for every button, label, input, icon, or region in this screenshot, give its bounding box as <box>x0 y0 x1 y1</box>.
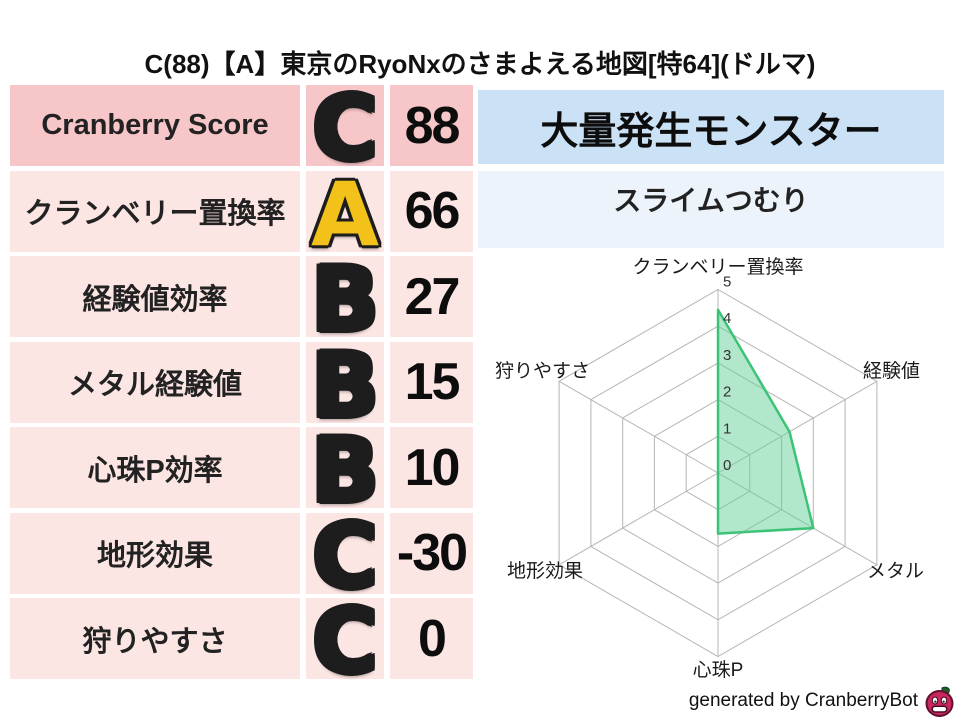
grade-cell: B <box>306 419 384 522</box>
score-value: 15 <box>390 341 473 423</box>
monster-name: スライムつむり <box>478 171 944 248</box>
grade-badge: B <box>311 333 379 437</box>
grade-cell: C <box>306 504 384 608</box>
grade-badge: B <box>311 419 379 522</box>
score-row-label: クランベリー置換率 <box>10 170 300 252</box>
grade-cell: B <box>306 248 384 351</box>
grade-badge: C <box>312 504 378 608</box>
score-row-label: 地形効果 <box>10 512 300 594</box>
footer-credit: generated by CranberryBot <box>688 690 918 711</box>
radar-data-polygon <box>716 308 815 535</box>
page-title: C(88)【A】東京のRyoNxのさまよえる地図[特64](ドルマ) <box>144 49 816 79</box>
radar-axis-label: メタル <box>867 560 924 582</box>
radar-tick-label: 2 <box>723 384 731 401</box>
score-value: 0 <box>390 598 473 679</box>
score-value: 10 <box>390 427 473 508</box>
radar-tick-label: 0 <box>723 457 731 474</box>
score-row-label: メタル経験値 <box>10 341 300 423</box>
radar-axis-label: 狩りやすさ <box>495 360 590 382</box>
radar-tick-label: 3 <box>723 347 731 364</box>
score-row-label: 心珠P効率 <box>10 427 300 508</box>
score-value: 66 <box>390 170 473 252</box>
score-value: 88 <box>390 85 473 166</box>
radar-axis-label: クランベリー置換率 <box>632 256 803 278</box>
score-row-label: Cranberry Score <box>10 85 300 166</box>
footer: generated by CranberryBot <box>689 684 956 718</box>
score-row-label: 経験値効率 <box>10 256 300 337</box>
score-table: Cranberry Score C 88 クランベリー置換率 A 66 経験値効率 B 27 メタ… <box>10 77 473 693</box>
radar-axis-label: 地形効果 <box>507 560 583 582</box>
score-value: -30 <box>390 512 473 594</box>
grade-badge: B <box>311 248 379 351</box>
grade-badge: C <box>312 77 378 180</box>
grade-cell: C <box>306 77 384 180</box>
grade-badge: C <box>312 590 378 693</box>
radar-axis-label: 心珠P <box>693 659 744 681</box>
monster-header: 大量発生モンスター <box>478 90 944 164</box>
grade-cell: C <box>306 590 384 693</box>
grade-badge: A <box>310 162 380 266</box>
cranberry-bot-icon <box>925 686 954 717</box>
radar-tick-label: 5 <box>723 274 731 291</box>
score-value: 27 <box>390 256 473 337</box>
grade-cell: A <box>306 162 384 266</box>
radar-tick-label: 4 <box>723 310 731 327</box>
radar-axis-spoke <box>558 380 719 474</box>
grade-cell: B <box>306 333 384 437</box>
radar-tick-label: 1 <box>723 420 731 437</box>
radar-axis-spoke <box>558 472 719 566</box>
radar-axis-label: 経験値 <box>863 360 920 382</box>
score-row-label: 狩りやすさ <box>10 598 300 679</box>
